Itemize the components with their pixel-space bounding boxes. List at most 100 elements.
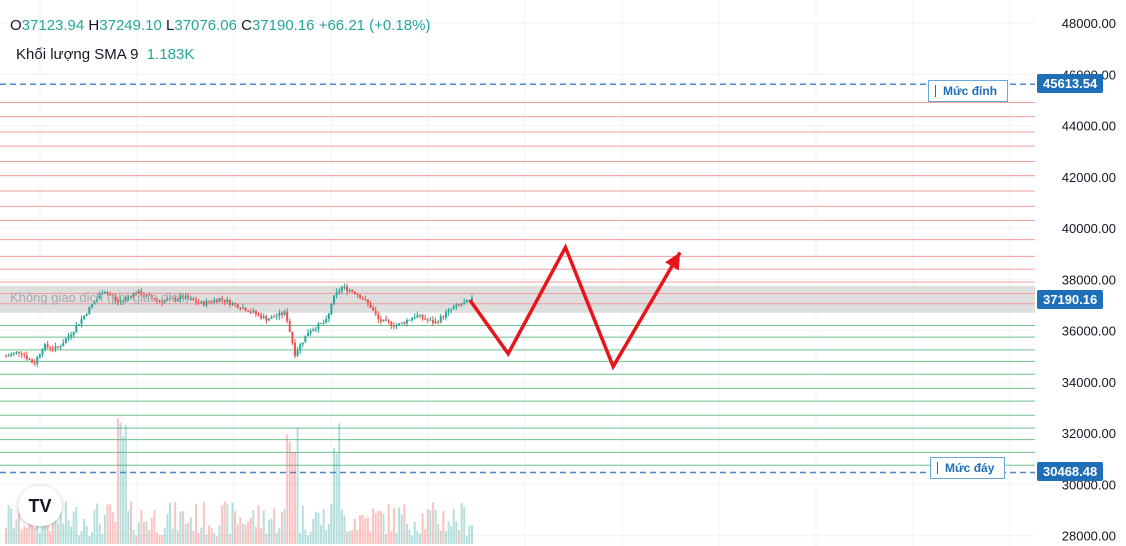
bottom-level-label[interactable]: Mức đáy [930,457,1006,479]
volume-bar [325,529,328,544]
volume-value: 1.183K [146,46,195,63]
volume-bar [257,505,260,544]
volume-bar [33,527,36,544]
candle-body [413,317,416,319]
volume-bar [200,527,203,544]
candle-body [62,343,65,347]
volume-bar [20,529,23,544]
candle-body [150,295,153,299]
level-lines [0,83,1035,474]
candle-body [114,297,117,301]
candle-body [5,356,7,358]
volume-bar [18,502,21,544]
candle-body [18,351,21,354]
candle-body [408,319,411,321]
volume-bar [202,501,205,544]
volume-bar [320,524,323,544]
volume-bar [317,512,320,544]
volume-bar [452,508,455,544]
volume-bar [424,529,427,544]
candle-body [166,298,169,301]
volume-bar [38,532,41,544]
tick-label: 36000.00 [1062,324,1116,339]
candle-body [176,299,179,301]
volume-bar [270,518,273,544]
candle-body [221,298,224,300]
volume-bar [195,503,198,544]
volume-bar [46,520,49,544]
volume-bar [450,525,453,544]
candle-body [197,302,200,304]
candle-body [353,291,356,294]
volume-bar [431,502,434,544]
volume-bar [364,518,367,544]
volume-bar [254,527,257,544]
candle-body [54,346,57,349]
volume-bar [187,522,190,544]
volume-bar [343,515,346,544]
candle-body [338,290,341,293]
candle-body [288,321,291,332]
volume-bar [236,524,239,544]
candle-body [343,286,346,288]
volume-bar [116,418,119,544]
top-level-label[interactable]: Mức đỉnh [928,80,1009,102]
volume-bar [330,503,333,544]
candle-body [20,353,23,355]
volume-bar [293,451,296,544]
volume-bar [275,533,278,544]
projection-arrowhead [665,252,680,271]
volume-bar [57,523,60,544]
candle-body [291,331,294,344]
volume-bar [72,511,75,544]
volume-bar [418,533,421,544]
volume-bar [163,527,166,544]
candle-body [437,321,440,323]
candle-body [444,312,447,318]
volume-bar [106,504,109,544]
volume-bar [416,530,419,544]
candle-body [309,331,312,334]
volume-bar [426,509,429,544]
candle-body [132,293,135,298]
candle-body [471,298,473,300]
volume-bar [77,535,80,544]
candle-body [254,310,257,314]
volume-bar [351,530,354,544]
candle-body [195,300,198,303]
candle-body [122,299,125,301]
volume-bar [64,501,67,544]
volume-bar [59,510,62,544]
volume-bar [228,533,231,544]
volume-bar [379,511,382,544]
candle-body [142,295,145,297]
volume-bar [25,527,28,544]
candle-body [359,294,362,299]
volume-bar [288,441,291,544]
candle-body [262,316,265,319]
volume-bar [356,529,359,544]
candle-body [369,302,372,308]
volume-bar [148,530,151,544]
open-label: O [10,17,22,34]
candle-body [434,321,437,324]
volume-bar [457,529,460,544]
volume-bar [103,514,106,544]
volume-bar [265,533,268,544]
candle-body [249,311,252,313]
volume-bar [296,427,299,544]
volume-bar [205,534,208,544]
candlesticks [5,283,473,368]
volume-bar [158,534,161,544]
candle-body [325,318,328,323]
volume-bar [353,518,356,544]
candle-body [416,315,419,318]
volume-bar [390,531,393,544]
volume-bar [7,505,10,544]
candle-body [398,323,401,326]
candle-body [36,357,39,364]
candle-body [101,293,104,295]
volume-bar [395,532,398,544]
volume-bar [306,535,309,544]
